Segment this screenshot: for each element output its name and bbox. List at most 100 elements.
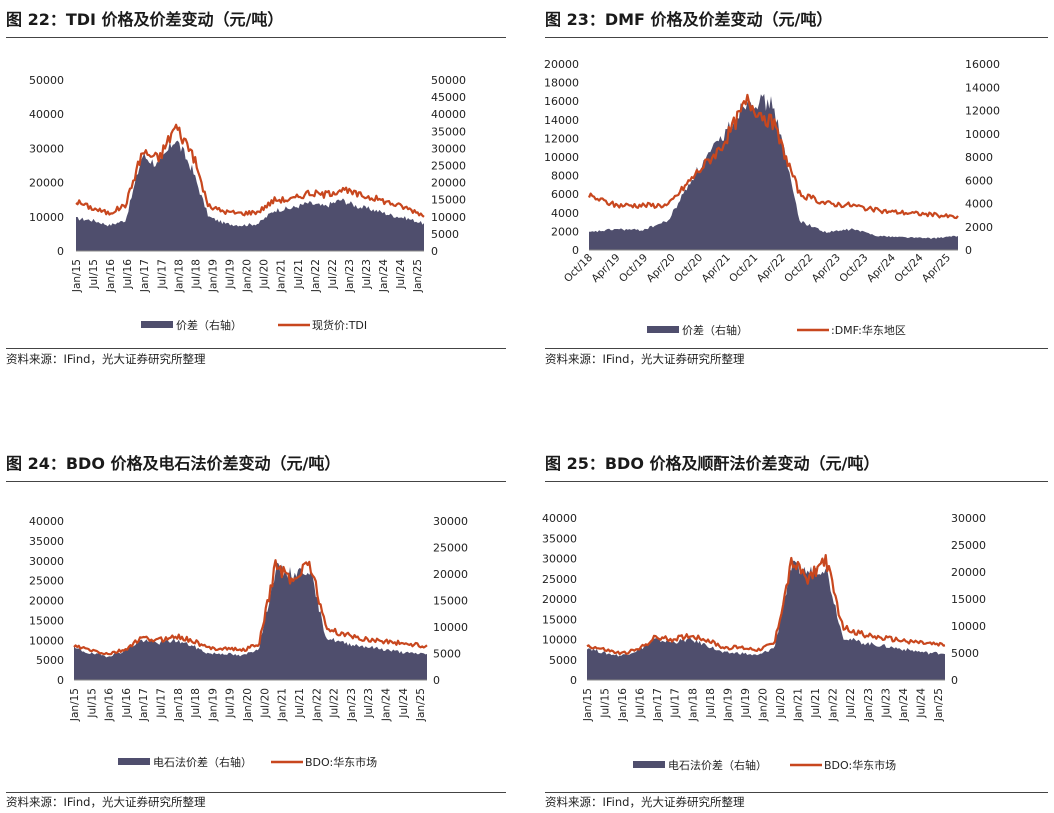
x-tick-label: Jan/22 bbox=[311, 688, 323, 722]
x-tick-label: Apr/23 bbox=[810, 252, 843, 285]
left-tick-label: 6000 bbox=[551, 188, 579, 201]
right-tick-label: 5000 bbox=[433, 648, 461, 661]
chart-svg: 0 10000 20000 30000 40000 50000 0 5000 10000 1500… bbox=[29, 74, 466, 332]
left-tick-label: 14000 bbox=[544, 114, 579, 127]
source-rule bbox=[545, 792, 1048, 793]
chart-source: 资料来源：IFind，光大证券研究所整理 bbox=[545, 352, 745, 366]
x-tick-label: Jan/20 bbox=[757, 688, 769, 722]
x-tick-label: Jan/25 bbox=[933, 688, 945, 722]
left-tick-label: 20000 bbox=[29, 177, 64, 190]
right-tick-label: 4000 bbox=[965, 198, 993, 211]
x-tick-label: Jan/16 bbox=[617, 688, 629, 722]
x-tick-label: Jul/19 bbox=[225, 259, 237, 290]
right-tick-label: 14000 bbox=[965, 81, 1000, 94]
x-tick-label: Jul/18 bbox=[190, 259, 202, 290]
right-tick-label: 10000 bbox=[951, 620, 986, 633]
source-rule bbox=[6, 792, 506, 793]
x-tick-label: Jan/23 bbox=[863, 688, 875, 722]
right-tick-label: 25000 bbox=[433, 542, 468, 555]
left-tick-label: 10000 bbox=[29, 634, 64, 647]
left-tick-label: 16000 bbox=[544, 95, 579, 108]
chart-title: 图 23：DMF 价格及价差变动（元/吨） bbox=[545, 10, 833, 29]
x-tick-label: Jul/16 bbox=[121, 688, 133, 719]
legend-fill-label: 价差（右轴） bbox=[176, 318, 242, 332]
x-tick-label: Jul/16 bbox=[122, 259, 134, 290]
x-tick-label: Oct/20 bbox=[672, 252, 705, 285]
right-tick-label: 30000 bbox=[951, 512, 986, 525]
x-tick-label: Jan/20 bbox=[242, 259, 254, 293]
left-tick-label: 40000 bbox=[29, 515, 64, 528]
left-tick-label: 8000 bbox=[551, 170, 579, 183]
left-tick-label: 35000 bbox=[29, 535, 64, 548]
right-tick-label: 10000 bbox=[431, 211, 466, 224]
x-tick-label: Jul/19 bbox=[225, 688, 237, 719]
x-tick-label: Jul/23 bbox=[363, 688, 375, 719]
x-tick-label: Jan/17 bbox=[138, 688, 150, 722]
left-tick-label: 10000 bbox=[544, 151, 579, 164]
chart-svg: 0 5000 10000 15000 20000 25000 30000 35000 40000… bbox=[542, 512, 986, 772]
legend-fill-swatch bbox=[141, 321, 173, 328]
right-tick-label: 16000 bbox=[965, 58, 1000, 71]
title-rule bbox=[545, 37, 1048, 38]
left-tick-label: 10000 bbox=[29, 211, 64, 224]
x-tick-label: Jan/22 bbox=[310, 259, 322, 293]
x-tick-label: Oct/22 bbox=[782, 252, 815, 285]
chart-source: 资料来源：IFind，光大证券研究所整理 bbox=[6, 352, 206, 366]
x-tick-label: Jul/23 bbox=[361, 259, 373, 290]
x-tick-label: Jan/25 bbox=[415, 688, 427, 722]
x-tick-label: Jul/22 bbox=[845, 688, 857, 719]
x-tick-label: Jul/21 bbox=[294, 688, 306, 719]
right-tick-label: 10000 bbox=[433, 621, 468, 634]
left-tick-label: 0 bbox=[570, 674, 577, 687]
left-tick-label: 0 bbox=[57, 674, 64, 687]
chart-panel-dmf: 图 23：DMF 价格及价差变动（元/吨） 0 2000 4000 6000 8000 1… bbox=[544, 0, 1048, 370]
price-line bbox=[587, 93, 959, 220]
right-tick-label: 35000 bbox=[431, 125, 466, 138]
left-tick-label: 50000 bbox=[29, 74, 64, 87]
x-tick-label: Jan/25 bbox=[412, 259, 424, 293]
x-tick-label: Jul/17 bbox=[156, 688, 168, 719]
x-tick-label: Jan/24 bbox=[898, 688, 910, 722]
right-tick-label: 5000 bbox=[951, 647, 979, 660]
left-tick-label: 40000 bbox=[29, 108, 64, 121]
legend-fill-swatch bbox=[118, 758, 150, 765]
title-rule bbox=[545, 481, 1048, 482]
x-tick-label: Apr/21 bbox=[700, 252, 733, 285]
x-tick-label: Jan/24 bbox=[378, 259, 390, 293]
x-tick-label: Jul/22 bbox=[329, 688, 341, 719]
x-tick-label: Apr/19 bbox=[589, 252, 622, 285]
x-tick-label: Jul/18 bbox=[190, 688, 202, 719]
chart-source: 资料来源：IFind，光大证券研究所整理 bbox=[545, 795, 745, 809]
right-tick-label: 45000 bbox=[431, 91, 466, 104]
source-rule bbox=[545, 348, 1048, 349]
legend-fill-label: 电石法价差（右轴） bbox=[153, 755, 252, 769]
x-tick-label: Jan/21 bbox=[793, 688, 805, 722]
x-tick-label: Jul/18 bbox=[705, 688, 717, 719]
x-tick-label: Jul/20 bbox=[259, 259, 271, 290]
price-line bbox=[586, 554, 946, 656]
chart-title: 图 25：BDO 价格及顺酐法价差变动（元/吨） bbox=[545, 454, 880, 473]
x-tick-label: Jan/21 bbox=[277, 688, 289, 722]
x-tick-label: Jul/20 bbox=[259, 688, 271, 719]
x-tick-label: Jan/16 bbox=[105, 259, 117, 293]
x-tick-label: Jan/18 bbox=[173, 259, 185, 293]
left-tick-label: 18000 bbox=[544, 77, 579, 90]
x-tick-label: Jul/21 bbox=[293, 259, 305, 290]
x-tick-label: Jul/15 bbox=[86, 688, 98, 719]
legend-line-label: :DMF:华东地区 bbox=[831, 323, 906, 337]
left-tick-label: 0 bbox=[572, 244, 579, 257]
left-tick-label: 20000 bbox=[544, 58, 579, 71]
x-tick-label: Jul/24 bbox=[398, 688, 410, 719]
x-tick-label: Oct/19 bbox=[617, 252, 650, 285]
left-tick-label: 15000 bbox=[29, 614, 64, 627]
right-tick-label: 25000 bbox=[431, 160, 466, 173]
right-tick-label: 8000 bbox=[965, 151, 993, 164]
x-tick-label: Apr/24 bbox=[865, 251, 899, 285]
right-tick-label: 12000 bbox=[965, 105, 1000, 118]
x-tick-label: Jan/19 bbox=[207, 259, 219, 293]
x-tick-label: Jul/23 bbox=[880, 688, 892, 719]
right-tick-label: 50000 bbox=[431, 74, 466, 87]
x-tick-label: Jul/16 bbox=[635, 688, 647, 719]
x-tick-label: Oct/23 bbox=[837, 252, 870, 285]
legend-line-label: 现货价:TDI bbox=[312, 318, 367, 332]
